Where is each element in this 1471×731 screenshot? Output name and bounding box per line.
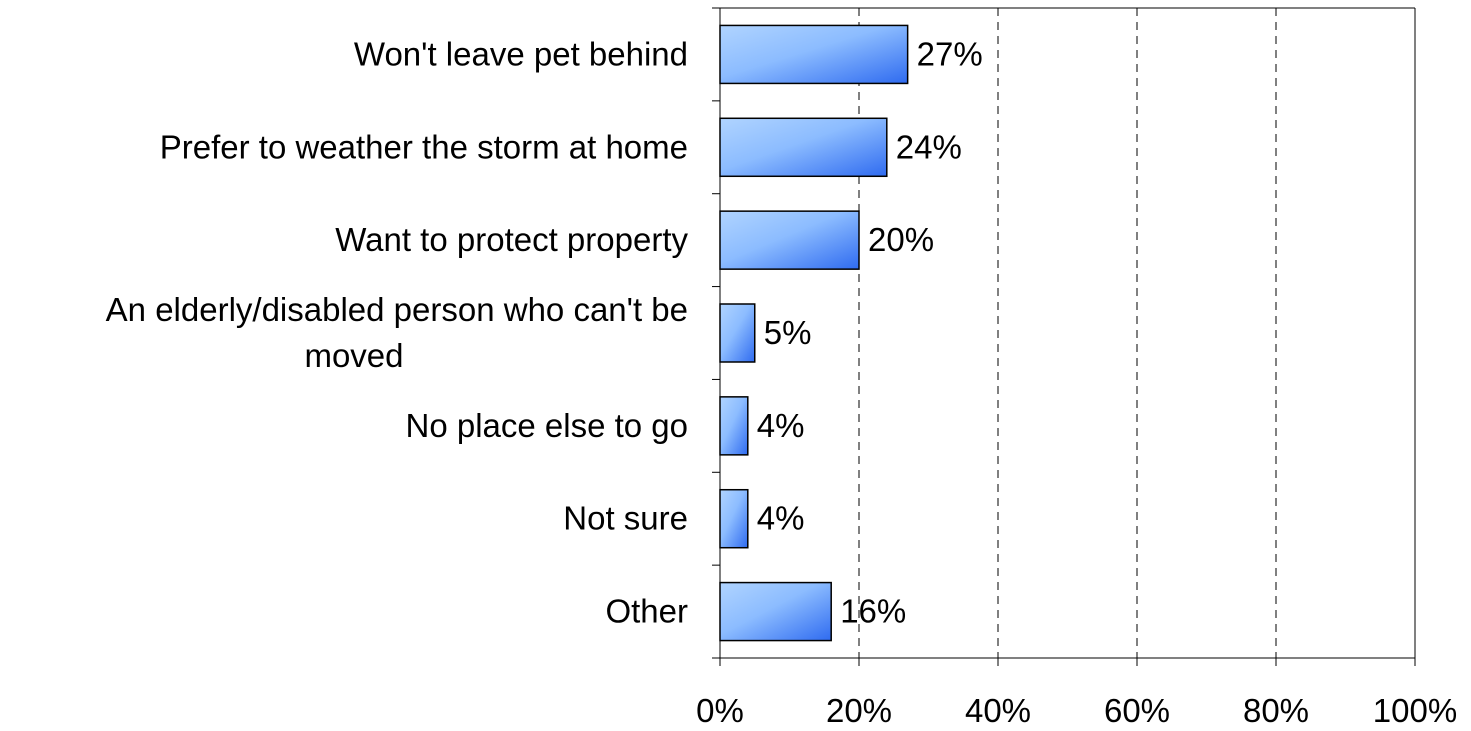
bar-6 — [719, 581, 832, 642]
x-tick-label-2: 40% — [965, 692, 1031, 729]
data-label-2: 20% — [868, 221, 934, 258]
bar-0 — [719, 24, 909, 85]
axes — [712, 7, 1416, 666]
bar-3 — [719, 303, 756, 363]
category-label-3: An elderly/disabled person who can't be m… — [106, 291, 688, 374]
data-label-3: 5% — [764, 314, 812, 351]
x-tick-label-3: 60% — [1104, 692, 1170, 729]
category-label-6: Other — [605, 593, 688, 630]
x-tick-label-1: 20% — [826, 692, 892, 729]
bar-1 — [719, 117, 888, 178]
x-tick-label-5: 100% — [1373, 692, 1457, 729]
gridlines — [858, 8, 1277, 658]
bar-2 — [719, 210, 860, 270]
bars — [719, 24, 909, 642]
bar-5 — [719, 488, 749, 549]
x-tick-label-0: 0% — [696, 692, 744, 729]
x-tick-label-4: 80% — [1243, 692, 1309, 729]
category-label-2: Want to protect property — [335, 221, 688, 258]
category-label-4: No place else to go — [405, 407, 688, 444]
category-label-5: Not sure — [563, 500, 688, 537]
data-label-1: 24% — [896, 128, 962, 165]
data-label-0: 27% — [917, 35, 983, 72]
data-label-5: 4% — [757, 500, 805, 537]
category-label-0: Won't leave pet behind — [354, 35, 688, 72]
data-label-4: 4% — [757, 407, 805, 444]
category-label-1: Prefer to weather the storm at home — [160, 128, 688, 165]
data-label-6: 16% — [840, 593, 906, 630]
bar-4 — [719, 396, 749, 456]
labels: 0% 20% 40% 60% 80% 100% 27% Won't leave pet beh… — [106, 35, 1458, 729]
